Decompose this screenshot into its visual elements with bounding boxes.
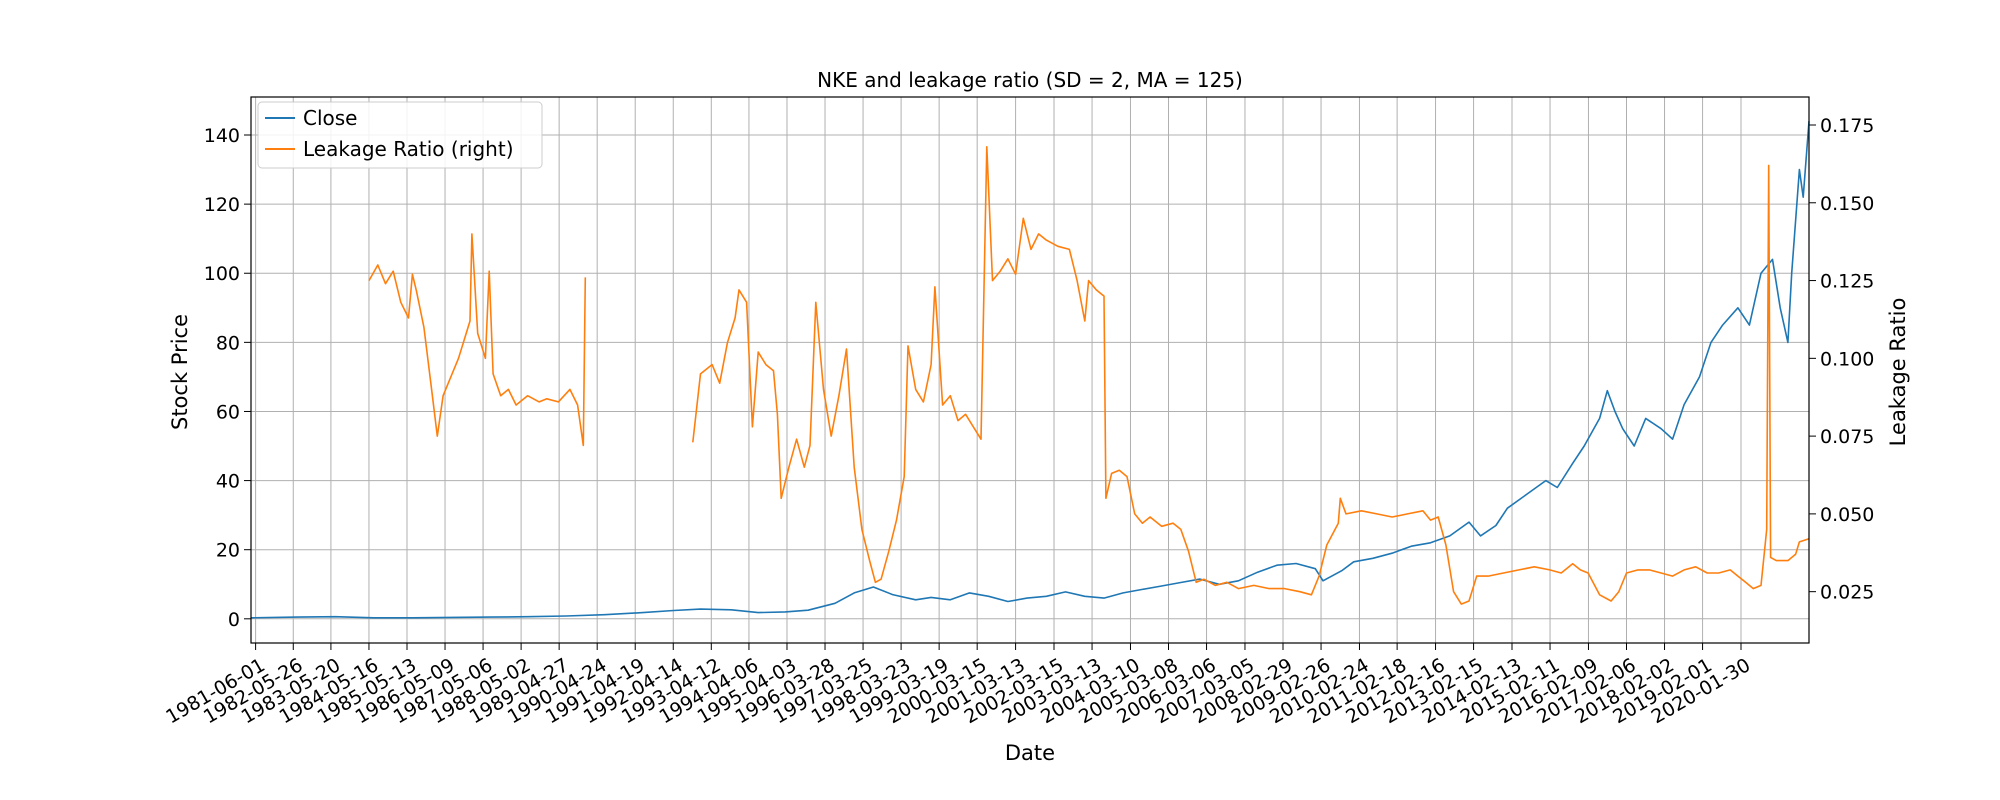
y-tick-label-right: 0.050 — [1820, 504, 1874, 526]
y-axis-label-right: Leakage Ratio — [1886, 298, 1910, 447]
y-tick-label-left: 0 — [228, 609, 240, 631]
y-tick-label-left: 40 — [216, 471, 240, 493]
y-tick-label-left: 60 — [216, 401, 240, 423]
x-axis-label: Date — [1005, 741, 1055, 765]
y-tick-label-left: 20 — [216, 540, 240, 562]
legend-entry: Close — [303, 106, 357, 130]
series-line-leakage-ratio-right — [692, 146, 1810, 605]
plot-frame — [250, 96, 1810, 644]
axes: 1981-06-011982-05-261983-05-201984-05-16… — [162, 96, 1874, 728]
grid — [251, 97, 1809, 643]
plot-area — [250, 121, 1810, 619]
legend-entry: Leakage Ratio (right) — [303, 137, 514, 161]
y-tick-label-left: 100 — [204, 263, 240, 285]
y-tick-label-right: 0.175 — [1820, 115, 1874, 137]
y-tick-label-left: 120 — [204, 194, 240, 216]
legend: Close Leakage Ratio (right) — [257, 101, 543, 169]
series-line-close — [250, 121, 1810, 619]
y-tick-label-right: 0.125 — [1820, 271, 1874, 293]
y-tick-label-right: 0.150 — [1820, 193, 1874, 215]
legend-box — [257, 101, 543, 169]
y-tick-label-right: 0.025 — [1820, 582, 1874, 604]
chart-title: NKE and leakage ratio (SD = 2, MA = 125) — [817, 68, 1243, 92]
y-axis-label-left: Stock Price — [168, 314, 192, 430]
y-tick-label-right: 0.075 — [1820, 426, 1874, 448]
y-tick-label-left: 80 — [216, 332, 240, 354]
y-tick-label-right: 0.100 — [1820, 348, 1874, 370]
series-line-leakage-ratio-right — [368, 233, 587, 447]
y-tick-label-left: 140 — [204, 125, 240, 147]
